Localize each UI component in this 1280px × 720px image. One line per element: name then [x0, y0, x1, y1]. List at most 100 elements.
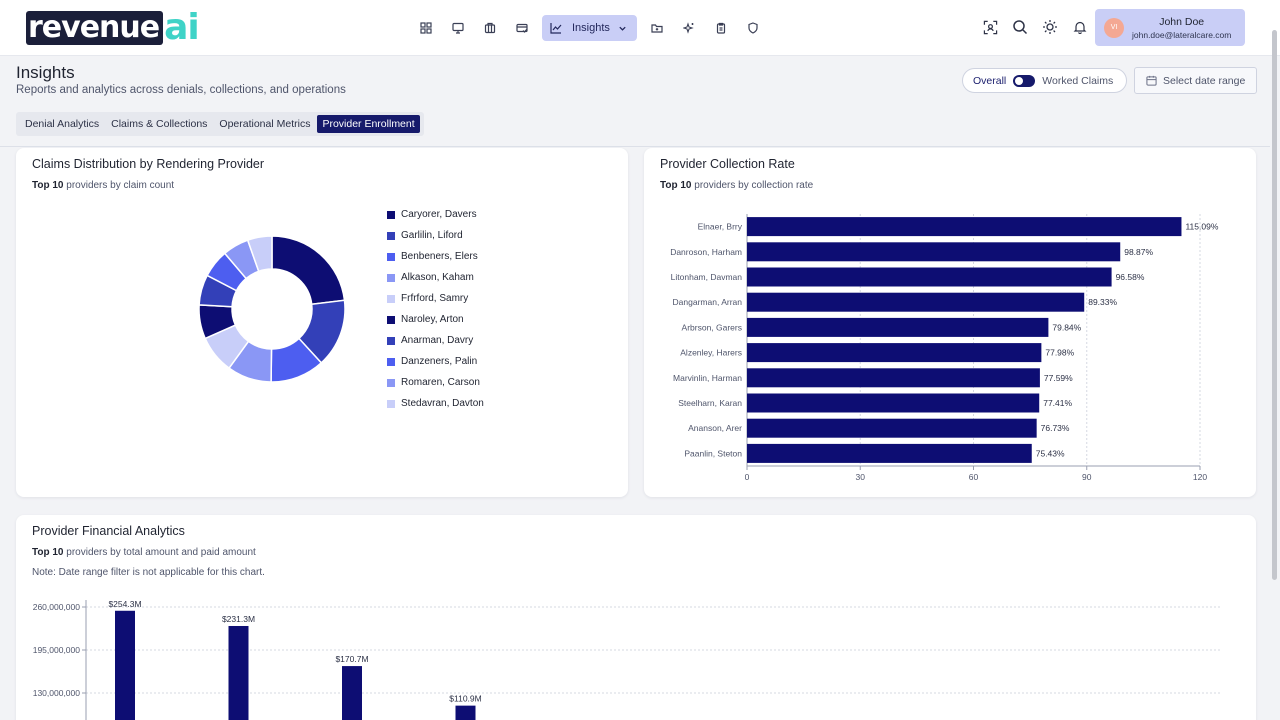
bar[interactable] — [747, 393, 1040, 413]
page-scrollbar[interactable] — [1272, 30, 1277, 580]
shield-icon[interactable] — [737, 15, 769, 41]
user-name: John Doe — [1159, 15, 1205, 28]
nav-insights-label: Insights — [572, 22, 610, 34]
tab-operational-metrics[interactable]: Operational Metrics — [219, 118, 311, 130]
bar[interactable] — [747, 343, 1042, 363]
card-subtitle: Top 10 providers by collection rate — [660, 180, 814, 191]
legend-label: Garlilin, Liford — [401, 230, 463, 241]
legend-item[interactable]: Alkason, Kaham — [387, 267, 484, 288]
bar[interactable] — [747, 317, 1049, 337]
sun-icon[interactable] — [1040, 16, 1060, 38]
y-tick-label: 195,000,000 — [33, 645, 81, 655]
legend-label: Danzeners, Palin — [401, 356, 478, 367]
legend-label: Benbeners, Elers — [401, 251, 478, 262]
bar-value-label: $110.9M — [449, 694, 481, 704]
legend-item[interactable]: Garlilin, Liford — [387, 225, 484, 246]
y-tick-label: 260,000,000 — [33, 602, 81, 612]
x-tick-label: 90 — [1082, 472, 1092, 482]
date-range-button[interactable]: Select date range — [1134, 67, 1257, 94]
card-subtitle: Top 10 providers by total amount and pai… — [32, 547, 256, 558]
bar-value-label: 75.43% — [1036, 448, 1065, 458]
card-subtitle: Top 10 providers by claim count — [32, 180, 175, 191]
legend-label: Stedavran, Davton — [401, 398, 484, 409]
tab-denial-analytics[interactable]: Denial Analytics — [25, 118, 100, 130]
bar[interactable] — [115, 610, 135, 720]
bar[interactable] — [747, 242, 1121, 262]
bar-value-label: 77.98% — [1045, 348, 1074, 358]
legend-item[interactable]: Benbeners, Elers — [387, 246, 484, 267]
legend-item[interactable]: Danzeners, Palin — [387, 351, 484, 372]
search-icon[interactable] — [1010, 16, 1030, 38]
legend-swatch — [387, 336, 395, 345]
user-profile-menu[interactable]: VI John Doe john.doe@lateralcare.com — [1095, 9, 1245, 46]
donut-slice[interactable] — [246, 235, 273, 273]
legend-label: Alkason, Kaham — [401, 272, 474, 283]
bar-value-label: 76.73% — [1041, 423, 1070, 433]
card-note: Note: Date range filter is not applicabl… — [32, 567, 265, 578]
briefcase-icon[interactable] — [474, 15, 506, 41]
legend-swatch — [387, 399, 395, 408]
chart-line-icon — [550, 23, 562, 34]
financial-analytics-card: Provider Financial Analytics Top 10 prov… — [16, 515, 1256, 720]
date-range-label: Select date range — [1163, 74, 1246, 87]
bar[interactable] — [747, 217, 1182, 237]
donut-legend: Caryorer, Davers Garlilin, Liford Benbener… — [387, 204, 484, 414]
legend-swatch — [387, 252, 395, 261]
x-tick-label: 60 — [969, 472, 979, 482]
bar[interactable] — [747, 292, 1085, 312]
bar-value-label: 89.33% — [1088, 297, 1117, 307]
legend-item[interactable]: Naroley, Arton — [387, 309, 484, 330]
scan-icon[interactable] — [980, 16, 1000, 38]
category-label: Elnaer, Brry — [698, 222, 743, 232]
bar[interactable] — [455, 705, 476, 720]
bar[interactable] — [747, 443, 1032, 463]
clipboard-icon[interactable] — [705, 15, 737, 41]
grid-icon[interactable] — [410, 15, 442, 41]
legend-label: Naroley, Arton — [401, 314, 464, 325]
bar-value-label: $254.3M — [108, 599, 141, 609]
bar-value-label: 79.84% — [1052, 322, 1081, 332]
card-icon[interactable] — [506, 15, 538, 41]
bar[interactable] — [747, 418, 1037, 438]
tab-provider-enrollment[interactable]: Provider Enrollment — [317, 115, 420, 133]
legend-swatch — [387, 357, 395, 366]
page-title: Insights — [16, 63, 75, 82]
legend-swatch — [387, 294, 395, 303]
claims-distribution-card: Claims Distribution by Rendering Provide… — [16, 148, 628, 497]
bar-value-label: $231.3M — [222, 614, 255, 624]
user-email: john.doe@lateralcare.com — [1132, 29, 1232, 40]
tab-claims-collections[interactable]: Claims & Collections — [111, 118, 208, 130]
donut-slice[interactable] — [271, 235, 346, 306]
monitor-icon[interactable] — [442, 15, 474, 41]
bell-icon[interactable] — [1070, 16, 1090, 38]
toggle-overall-label: Overall — [973, 74, 1007, 87]
legend-label: Frfrford, Samry — [401, 293, 469, 304]
nav-insights-dropdown[interactable]: Insights — [542, 15, 637, 41]
bar[interactable] — [228, 625, 249, 720]
legend-item[interactable]: Stedavran, Davton — [387, 393, 484, 414]
folder-icon[interactable] — [641, 15, 673, 41]
bar[interactable] — [342, 666, 362, 720]
category-label: Ananson, Arer — [688, 423, 742, 433]
toggle-switch[interactable] — [1013, 74, 1036, 87]
header-divider — [0, 146, 1270, 147]
bar-value-label: 77.41% — [1043, 398, 1072, 408]
x-tick-label: 120 — [1193, 472, 1207, 482]
overall-worked-toggle[interactable]: Overall Worked Claims — [962, 68, 1127, 93]
legend-item[interactable]: Romaren, Carson — [387, 372, 484, 393]
category-label: Alzenley, Harers — [680, 348, 742, 358]
bar[interactable] — [747, 368, 1040, 388]
category-label: Paanlin, Steton — [684, 448, 742, 458]
legend-item[interactable]: Anarman, Davry — [387, 330, 484, 351]
avatar: VI — [1104, 17, 1124, 38]
revenue-ai-logo[interactable]: revenue ai — [26, 7, 200, 48]
collection-rate-chart: 0 30 60 90 120 Elnaer, Brry 115.09% Danroson, H… — [670, 214, 1219, 482]
legend-swatch — [387, 315, 395, 324]
main-nav: Insights — [410, 15, 769, 41]
legend-item[interactable]: Caryorer, Davers — [387, 204, 484, 225]
page-subtitle: Reports and analytics across denials, co… — [16, 84, 346, 96]
bar[interactable] — [747, 267, 1112, 287]
bar-value-label: $170.7M — [335, 654, 368, 664]
sparkle-icon[interactable] — [673, 15, 705, 41]
legend-item[interactable]: Frfrford, Samry — [387, 288, 484, 309]
